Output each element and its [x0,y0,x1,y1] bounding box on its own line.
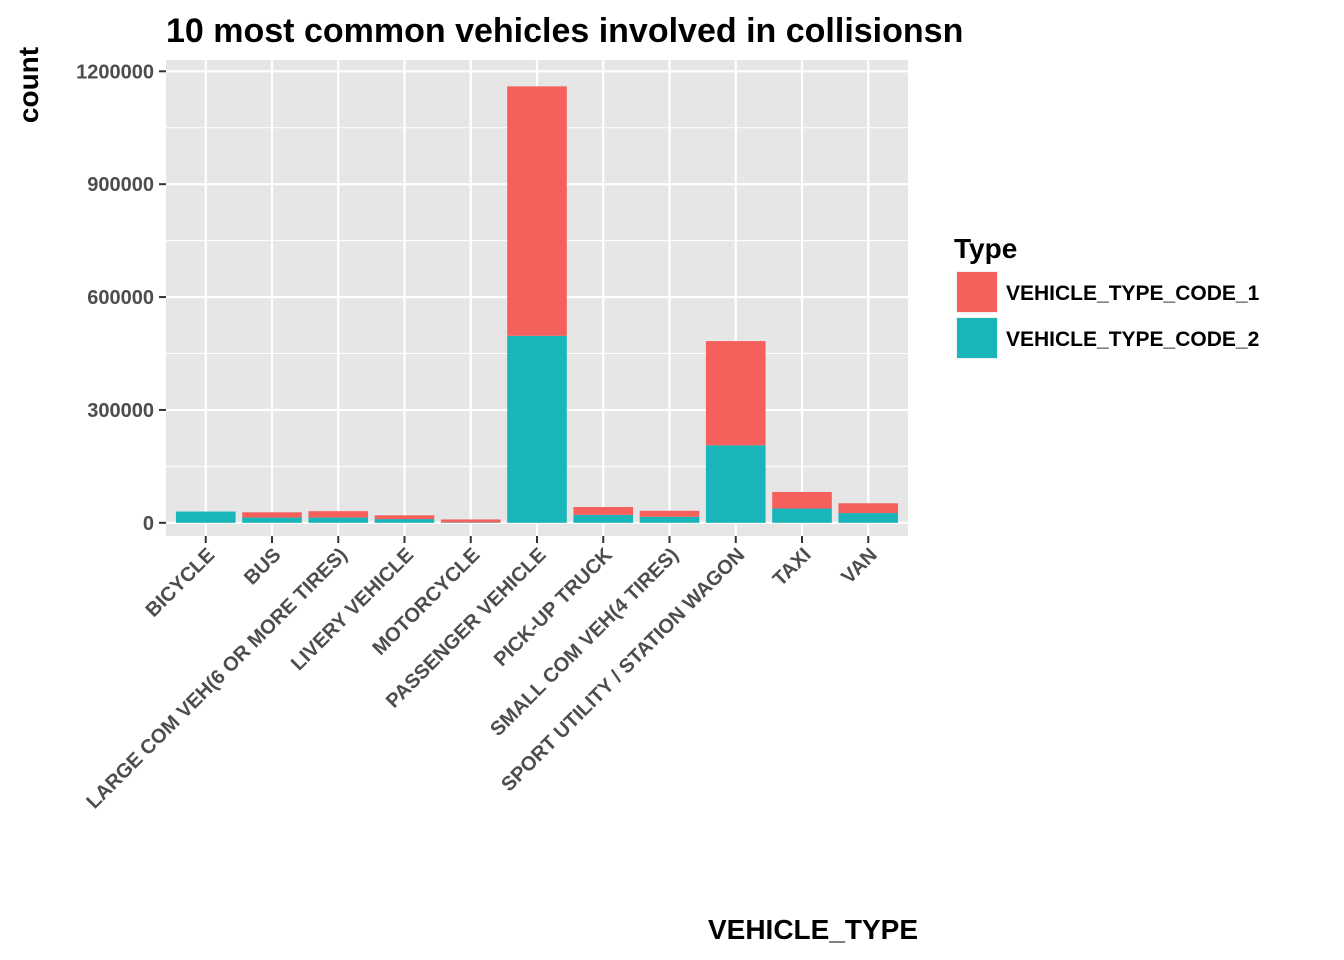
bar-segment [838,503,899,514]
x-tick-label: TAXI [769,544,816,591]
bar-segment [772,491,832,509]
bar-segment [242,517,302,523]
bar-segment [374,519,435,523]
x-tick-label: BICYCLE [142,544,220,622]
y-tick-label: 0 [143,513,154,535]
bar-segment [507,335,567,523]
bar-segment [705,445,766,523]
bar-segment [242,512,302,518]
x-tick-label: LIVERY VEHICLE [287,544,418,675]
bar-segment [308,517,369,523]
x-axis-title: VEHICLE_TYPE [708,914,918,945]
bar-segment [308,511,369,518]
legend: Type VEHICLE_TYPE_CODE_1 VEHICLE_TYPE_COD… [954,233,1260,359]
bar-segment [639,516,700,523]
x-tick-label: SPORT UTILITY / STATION WAGON [497,544,749,796]
x-tick-label: BUS [240,544,285,589]
y-tick-label: 300000 [87,400,154,422]
bar-segment [772,508,832,523]
y-tick-label: 1200000 [76,61,154,83]
legend-swatch [957,272,997,312]
legend-title: Type [954,233,1017,264]
bar-segment [838,513,899,523]
bar-segment [440,519,501,523]
x-tick-label: PICK-UP TRUCK [490,544,617,671]
x-tick-label: LARGE COM VEH(6 OR MORE TIRES) [82,544,351,813]
legend-label: VEHICLE_TYPE_CODE_2 [1006,328,1259,351]
bar-segment [573,514,634,523]
bar-segment [374,515,435,520]
y-axis-title: count [13,47,44,123]
bar-segment [705,341,766,446]
y-tick-label: 900000 [87,174,154,196]
bar-segment [175,511,236,523]
bar-segment [507,86,567,336]
x-tick-label: VAN [837,544,881,588]
legend-label: VEHICLE_TYPE_CODE_1 [1006,282,1260,305]
chart-title: 10 most common vehicles involved in coll… [166,12,963,50]
bars [175,86,899,523]
y-axis: 0 300000 600000 900000 1200000 [76,61,166,535]
bar-segment [573,507,634,515]
legend-swatch [957,318,997,358]
bar-segment [639,510,700,517]
y-tick-label: 600000 [87,287,154,309]
